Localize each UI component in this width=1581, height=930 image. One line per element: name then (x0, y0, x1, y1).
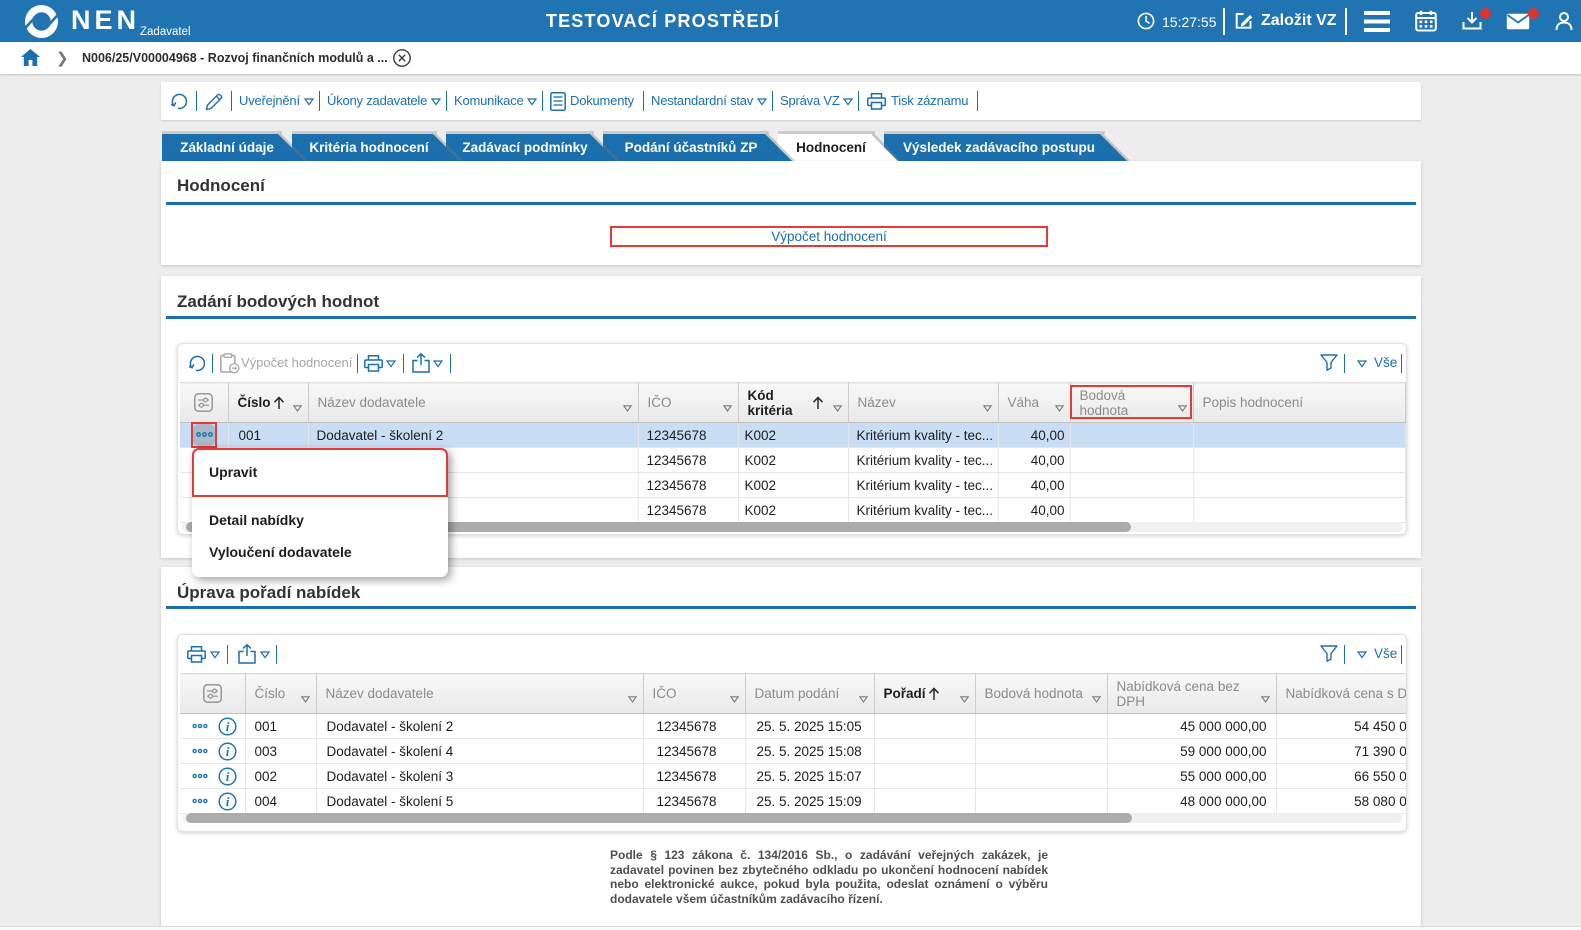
svg-text:i: i (226, 744, 230, 759)
svg-text:Zadávací podmínky: Zadávací podmínky (462, 140, 588, 155)
svg-text:Výsledek zadávacího postupu: Výsledek zadávacího postupu (903, 140, 1095, 155)
svg-text:i: i (226, 794, 230, 809)
svg-text:Podání účastníků ZP: Podání účastníků ZP (625, 140, 758, 155)
svg-text:i: i (226, 719, 230, 734)
svg-text:Základní údaje: Základní údaje (180, 140, 274, 155)
svg-text:Hodnocení: Hodnocení (796, 140, 867, 155)
svg-text:Kritéria hodnocení: Kritéria hodnocení (309, 140, 430, 155)
svg-text:i: i (226, 769, 230, 784)
